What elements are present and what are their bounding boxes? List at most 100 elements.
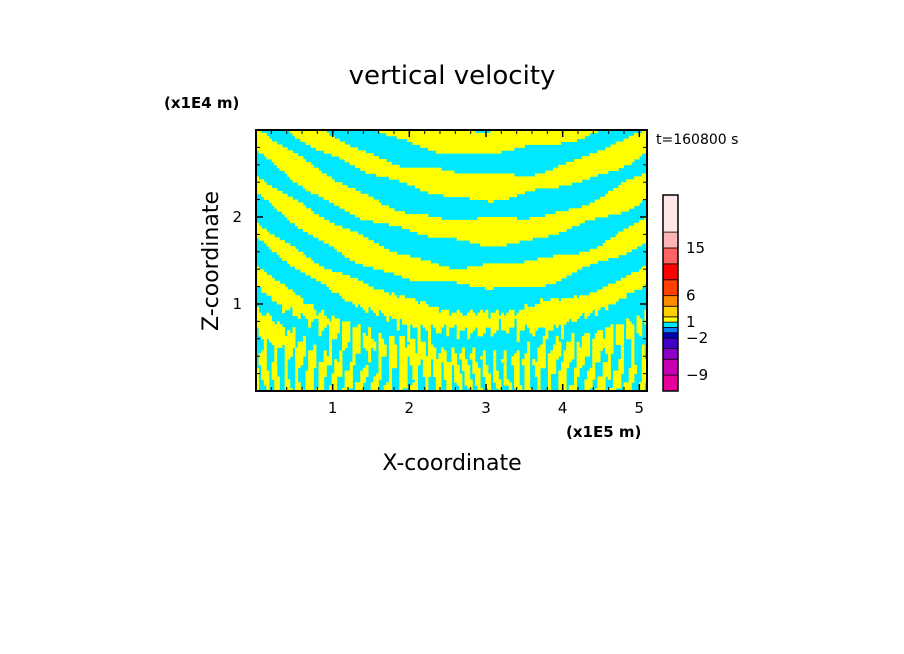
field-cell [545, 170, 549, 189]
field-cell [310, 304, 314, 322]
field-cell [472, 312, 476, 331]
field-cell [574, 208, 578, 227]
field-cell [334, 359, 338, 391]
field-cell [613, 188, 617, 215]
field-cell [550, 350, 554, 374]
field-cell [308, 257, 312, 276]
colorbar-swatch [662, 332, 679, 339]
field-cell [581, 251, 585, 267]
colorbar-tick-label: 15 [686, 239, 705, 257]
field-cell [271, 141, 275, 163]
field-cell [555, 130, 559, 145]
field-cell [282, 193, 286, 215]
field-cell [391, 335, 395, 369]
field-cell [289, 289, 293, 308]
field-cell [485, 309, 489, 328]
field-cell [532, 306, 536, 337]
field-cell [485, 173, 489, 200]
field-cell [310, 164, 314, 195]
field-cell [310, 260, 314, 279]
field-cell [558, 370, 562, 391]
field-cell [323, 269, 327, 285]
field-cell [394, 295, 398, 319]
field-cell [269, 234, 273, 250]
field-cell [362, 333, 366, 348]
colorbar-tick-label: 6 [686, 287, 696, 305]
field-cell [357, 190, 361, 218]
field-cell [441, 130, 445, 154]
field-cell [417, 214, 421, 235]
field-cell [571, 208, 575, 227]
field-cell [404, 167, 408, 183]
field-cell [631, 135, 635, 163]
field-cell [368, 196, 372, 221]
field-cell [626, 138, 630, 166]
field-cell [425, 130, 429, 148]
field-cell [527, 306, 531, 328]
field-cell [592, 248, 596, 264]
field-cell [386, 130, 390, 137]
field-cell [274, 237, 278, 253]
field-cell [409, 257, 413, 282]
field-cell [490, 173, 494, 203]
field-cell [399, 167, 403, 183]
field-cell [613, 370, 617, 391]
field-cell [461, 315, 465, 331]
field-cell [461, 173, 465, 198]
field-cell [300, 202, 304, 229]
field-cell [375, 156, 379, 177]
field-cell [360, 193, 364, 221]
field-cell [321, 173, 325, 198]
field-cell [412, 167, 416, 186]
field-cell [597, 376, 601, 391]
field-cell [412, 338, 416, 380]
field-cell [313, 344, 317, 369]
field-cell [441, 170, 445, 195]
field-cell [435, 359, 439, 391]
field-cell [550, 298, 554, 331]
field-cell [420, 260, 424, 282]
field-cell [446, 266, 450, 282]
field-cell [480, 356, 484, 360]
field-cell [644, 359, 647, 383]
field-cell [464, 173, 468, 198]
field-cell [289, 388, 293, 391]
field-cell [399, 295, 403, 319]
field-cell [480, 173, 484, 200]
field-cell [516, 263, 520, 287]
field-cell [433, 130, 437, 151]
field-cell [644, 309, 647, 325]
field-cell [297, 202, 301, 229]
field-cell [438, 130, 442, 154]
field-cell [631, 225, 635, 250]
field-cell [339, 272, 343, 296]
field-cell [300, 298, 304, 314]
field-cell [438, 266, 442, 282]
field-cell [626, 275, 630, 293]
field-cell [555, 335, 559, 360]
field-cell [545, 214, 549, 238]
field-cell [375, 289, 379, 316]
field-cell [261, 315, 265, 340]
field-cell [592, 202, 596, 221]
field-cell [295, 130, 299, 140]
field-cell [576, 159, 580, 183]
colorbar-swatch [662, 279, 679, 297]
field-cell [537, 304, 541, 328]
field-cell [334, 182, 338, 206]
field-cell [495, 130, 499, 154]
field-cell [292, 246, 296, 267]
field-cell [295, 199, 299, 227]
field-cell [326, 356, 330, 366]
field-cell [295, 295, 299, 316]
field-cell [407, 298, 411, 343]
field-cell [425, 356, 429, 391]
field-cell [511, 173, 515, 198]
field-cell [542, 217, 546, 238]
field-cell [318, 312, 322, 337]
field-cell [631, 179, 635, 209]
field-cell [459, 312, 463, 331]
field-cell [435, 263, 439, 282]
field-cell [412, 298, 416, 328]
field-cell [368, 327, 372, 363]
